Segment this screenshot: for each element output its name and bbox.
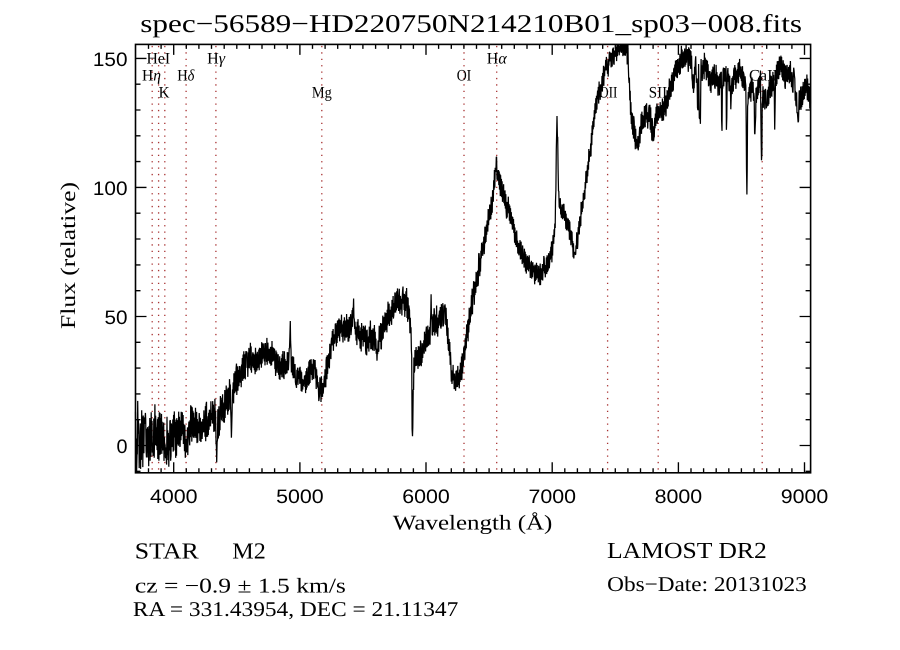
svg-text:0: 0 [117, 436, 128, 458]
svg-text:Hγ: Hγ [207, 51, 226, 68]
svg-text:Flux (relative): Flux (relative) [56, 182, 80, 329]
svg-text:8000: 8000 [655, 486, 703, 508]
svg-text:6000: 6000 [402, 486, 450, 508]
svg-text:Obs−Date: 20131023: Obs−Date: 20131023 [607, 572, 807, 596]
svg-text:RA = 331.43954, DEC = 21.1134: RA = 331.43954, DEC = 21.11347 [133, 597, 458, 621]
svg-text:7000: 7000 [529, 486, 577, 508]
svg-text:9000: 9000 [781, 486, 829, 508]
svg-text:4000: 4000 [150, 486, 198, 508]
svg-text:Hδ: Hδ [177, 67, 195, 84]
svg-text:spec−56589−HD220750N214210B01_: spec−56589−HD220750N214210B01_sp03−008.f… [140, 9, 802, 38]
svg-text:SII: SII [649, 85, 667, 102]
svg-text:Hη: Hη [142, 67, 161, 84]
svg-text:M2: M2 [232, 539, 265, 564]
svg-text:50: 50 [105, 307, 128, 329]
svg-text:STAR: STAR [135, 539, 200, 564]
svg-text:OII: OII [599, 85, 617, 102]
svg-text:Mg: Mg [312, 85, 332, 102]
svg-text:150: 150 [93, 49, 128, 71]
svg-text:LAMOST DR2: LAMOST DR2 [607, 538, 767, 563]
svg-text:100: 100 [93, 178, 128, 200]
svg-text:Wavelength (Å): Wavelength (Å) [393, 511, 553, 535]
svg-text:cz = −0.9 ± 1.5 km/s: cz = −0.9 ± 1.5 km/s [135, 574, 346, 598]
svg-text:OI: OI [457, 67, 472, 84]
svg-text:K: K [159, 85, 170, 102]
svg-text:HeI: HeI [147, 51, 171, 68]
svg-text:5000: 5000 [276, 486, 324, 508]
svg-text:Hα: Hα [487, 51, 508, 68]
svg-text:CaII: CaII [749, 67, 778, 84]
